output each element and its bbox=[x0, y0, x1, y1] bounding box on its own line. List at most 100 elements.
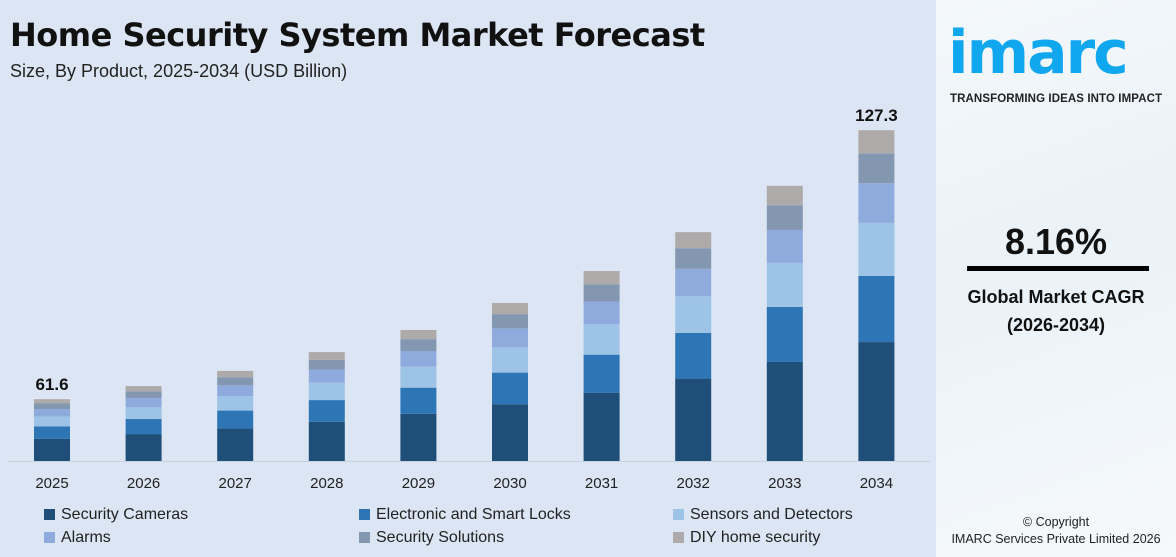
x-tick-label: 2032 bbox=[677, 475, 710, 492]
bar-segment-2-2029 bbox=[400, 366, 437, 388]
bar-segment-4-2034 bbox=[858, 153, 895, 184]
legend-label: Electronic and Smart Locks bbox=[376, 506, 571, 523]
bar-segment-0-2032 bbox=[675, 378, 712, 461]
bar-segment-2-2026 bbox=[125, 407, 162, 420]
bar-segment-3-2029 bbox=[400, 350, 437, 367]
chart-subtitle: Size, By Product, 2025-2034 (USD Billion… bbox=[10, 61, 348, 81]
data-label: 61.6 bbox=[35, 375, 68, 394]
bar-segment-4-2027 bbox=[217, 377, 254, 386]
bar-segment-5-2028 bbox=[308, 352, 345, 360]
bar-segment-4-2026 bbox=[125, 391, 162, 398]
x-tick-label: 2026 bbox=[127, 475, 160, 492]
bar-segment-5-2029 bbox=[400, 329, 437, 340]
bar-segment-4-2030 bbox=[492, 314, 528, 329]
bar-segment-0-2034 bbox=[858, 342, 895, 461]
bar-segment-3-2031 bbox=[583, 301, 620, 325]
x-tick-label: 2028 bbox=[310, 475, 343, 492]
bar-segment-1-2030 bbox=[492, 372, 528, 405]
bar-segment-1-2033 bbox=[766, 306, 803, 362]
stacked-bar-chart: 2025 61.6 2026 2027 2028 2029 2030 2031 2032 2033… bbox=[8, 106, 930, 492]
bar-segment-5-2030 bbox=[492, 302, 528, 315]
bar-segment-3-2026 bbox=[125, 397, 162, 408]
copyright: © Copyright IMARC Services Private Limit… bbox=[936, 514, 1176, 548]
legend-item: Sensors and Detectors bbox=[673, 505, 853, 524]
legend-swatch bbox=[359, 532, 370, 543]
bar-segment-2-2030 bbox=[492, 347, 528, 373]
bar-segment-3-2027 bbox=[217, 385, 254, 397]
bar-segment-5-2033 bbox=[766, 185, 803, 206]
cagr-period: (2026-2034) bbox=[1006, 315, 1106, 335]
bar-segment-1-2029 bbox=[400, 387, 437, 414]
bar-segment-5-2031 bbox=[583, 271, 620, 285]
bar-segment-5-2032 bbox=[675, 232, 712, 249]
legend-item: DIY home security bbox=[673, 528, 820, 547]
bar-segment-3-2030 bbox=[492, 328, 528, 348]
bar-segment-1-2028 bbox=[308, 400, 345, 422]
bar-segment-4-2031 bbox=[583, 284, 620, 302]
bar-segment-2-2028 bbox=[308, 382, 345, 401]
x-tick-label: 2034 bbox=[860, 475, 893, 492]
bar-segment-4-2032 bbox=[675, 248, 712, 269]
logo-tagline: TRANSFORMING IDEAS INTO IMPACT bbox=[950, 93, 1163, 105]
bar-segment-3-2033 bbox=[766, 229, 803, 263]
legend-label: Sensors and Detectors bbox=[690, 506, 853, 523]
info-sidebar: imarc TRANSFORMING IDEAS INTO IMPACT 8.1… bbox=[936, 0, 1176, 557]
legend-label: Security Cameras bbox=[61, 506, 189, 523]
cagr-label-text: Global Market CAGR bbox=[967, 287, 1145, 307]
x-tick-label: 2033 bbox=[768, 475, 801, 492]
legend-swatch bbox=[673, 532, 684, 543]
x-tick-label: 2029 bbox=[402, 475, 435, 492]
bar-segment-1-2031 bbox=[583, 354, 620, 393]
bar-segment-2-2033 bbox=[766, 262, 803, 307]
legend-label: Security Solutions bbox=[376, 529, 505, 546]
legend-item: Alarms bbox=[44, 528, 111, 547]
bar-segment-3-2032 bbox=[675, 268, 712, 297]
x-tick-label: 2031 bbox=[585, 475, 618, 492]
bar-segment-3-2028 bbox=[308, 369, 345, 383]
bar-segment-4-2033 bbox=[766, 205, 803, 230]
bar-segment-2-2034 bbox=[858, 222, 895, 276]
bar-segment-5-2025 bbox=[34, 399, 70, 404]
bar-segment-4-2025 bbox=[34, 403, 70, 410]
bar-segment-0-2029 bbox=[400, 413, 437, 461]
legend-item: Electronic and Smart Locks bbox=[359, 505, 571, 524]
bar-segment-0-2026 bbox=[125, 434, 162, 461]
legend-item: Security Solutions bbox=[359, 528, 504, 547]
bar-segment-0-2027 bbox=[217, 428, 254, 461]
bar-segment-2-2032 bbox=[675, 296, 712, 333]
legend-swatch bbox=[673, 509, 684, 520]
bar-segment-0-2028 bbox=[308, 421, 345, 461]
x-tick-label: 2025 bbox=[35, 475, 68, 492]
bar-segment-1-2034 bbox=[858, 275, 895, 343]
legend-swatch bbox=[44, 509, 55, 520]
copyright-company: IMARC Services Private Limited 2026 bbox=[951, 532, 1161, 546]
x-tick-label: 2030 bbox=[493, 475, 526, 492]
bar-segment-5-2034 bbox=[858, 130, 895, 154]
legend-swatch bbox=[359, 509, 370, 520]
bar-segment-4-2028 bbox=[308, 359, 345, 370]
bar-segment-5-2027 bbox=[217, 370, 254, 378]
chart-panel: Home Security System Market Forecast Siz… bbox=[8, 16, 930, 547]
legend-label: Alarms bbox=[61, 529, 111, 546]
cagr-value: 8.16% bbox=[1004, 221, 1108, 262]
bar-segment-2-2025 bbox=[34, 416, 70, 427]
bar-segment-1-2027 bbox=[217, 410, 254, 429]
bar-segment-3-2025 bbox=[34, 409, 70, 417]
bar-segment-3-2034 bbox=[858, 183, 895, 223]
divider bbox=[967, 266, 1149, 271]
legend-swatch bbox=[44, 532, 55, 543]
bar-segment-4-2029 bbox=[400, 339, 437, 351]
page-title: Home Security System Market Forecast bbox=[10, 16, 705, 54]
legend-label: DIY home security bbox=[690, 529, 821, 546]
bar-segment-1-2026 bbox=[125, 419, 162, 435]
bar-segment-2-2027 bbox=[217, 396, 254, 411]
bar-segment-2-2031 bbox=[583, 324, 620, 355]
legend-item: Security Cameras bbox=[44, 505, 188, 524]
imarc-logo: imarc bbox=[948, 22, 1127, 84]
bar-segment-5-2026 bbox=[125, 386, 162, 392]
copyright-symbol: © Copyright bbox=[1022, 515, 1090, 529]
bar-segment-1-2025 bbox=[34, 426, 70, 439]
cagr-label: Global Market CAGR (2026-2034) bbox=[936, 283, 1176, 339]
bar-segment-1-2032 bbox=[675, 332, 712, 379]
data-label: 127.3 bbox=[855, 106, 898, 125]
